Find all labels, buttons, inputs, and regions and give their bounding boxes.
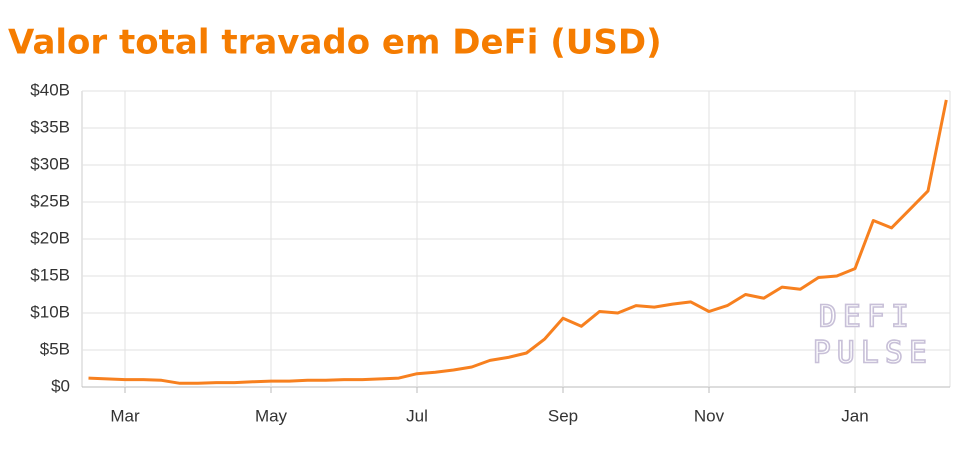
y-tick-label: $10B — [30, 302, 70, 321]
y-tick-label: $5B — [40, 339, 70, 358]
y-tick-label: $35B — [30, 117, 70, 136]
chart-title: Valor total travado em DeFi (USD) — [8, 23, 662, 63]
watermark: PULSE — [813, 336, 933, 371]
x-tick-label: Sep — [548, 406, 578, 425]
y-tick-label: $25B — [30, 191, 70, 210]
x-tick-label: Mar — [110, 406, 140, 425]
y-tick-label: $20B — [30, 228, 70, 247]
y-tick-label: $15B — [30, 265, 70, 284]
x-tick-label: Jan — [841, 406, 868, 425]
x-tick-label: Nov — [694, 406, 725, 425]
data-line — [88, 99, 948, 385]
x-tick-label: Jul — [406, 406, 428, 425]
y-tick-label: $30B — [30, 154, 70, 173]
y-tick-label: $0 — [51, 376, 70, 395]
watermark: DEFI — [819, 300, 915, 335]
y-tick-label: $40B — [30, 80, 70, 99]
x-tick-label: May — [255, 406, 288, 425]
